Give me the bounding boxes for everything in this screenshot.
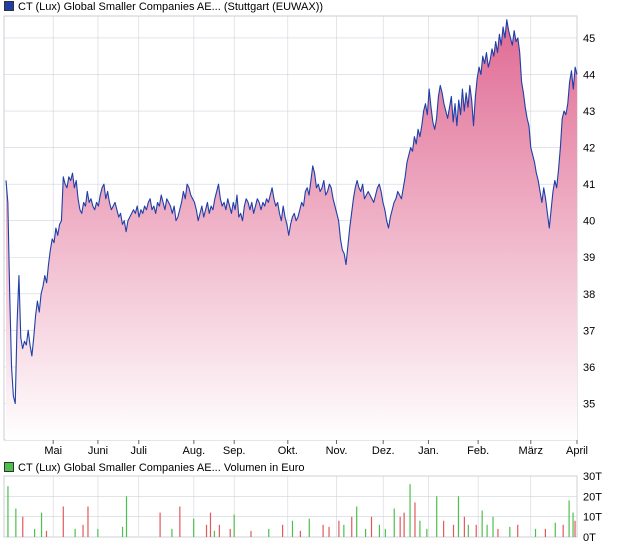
y-tick-label: 44: [583, 69, 595, 81]
price-area: [6, 19, 577, 440]
price-legend-label: CT (Lux) Global Smaller Companies AE... …: [18, 1, 324, 13]
x-tick-label: Okt.: [278, 445, 298, 457]
volume-tick-label: 20T: [583, 491, 602, 503]
price-line: [5, 19, 578, 404]
x-tick-label: Juli: [131, 445, 148, 457]
y-tick-label: 42: [583, 143, 595, 155]
volume-plot-area: [3, 475, 578, 538]
y-tick-label: 43: [583, 106, 595, 118]
x-tick-label: Juni: [88, 445, 108, 457]
x-tick-label: Nov.: [326, 445, 348, 457]
y-tick-label: 35: [583, 398, 595, 410]
volume-tick-label: 30T: [583, 471, 602, 483]
x-tick-label: März: [519, 445, 543, 457]
y-tick-label: 39: [583, 252, 595, 264]
y-tick-label: 41: [583, 179, 595, 191]
volume-legend-label: CT (Lux) Global Smaller Companies AE... …: [18, 462, 305, 474]
price-legend-swatch: [4, 1, 14, 11]
x-tick-label: Mai: [44, 445, 62, 457]
price-panel: 35 36 37 38 39 40 41 42 43 44 45 Mai Juni Juli Aug. Sep…: [3, 15, 595, 457]
y-tick-label: 37: [583, 325, 595, 337]
x-tick-label: Dez.: [372, 445, 395, 457]
x-tick-label: Aug.: [183, 445, 206, 457]
volume-legend: CT (Lux) Global Smaller Companies AE... …: [4, 462, 305, 475]
y-tick-label: 40: [583, 216, 595, 228]
x-tick-label: Jan.: [418, 445, 439, 457]
volume-tick-label: 10T: [583, 512, 602, 524]
y-tick-label: 45: [583, 33, 595, 45]
volume-legend-swatch: [4, 462, 14, 472]
volume-panel: 0T 10T 20T 30T: [3, 471, 602, 544]
x-tick-label: April: [566, 445, 588, 457]
y-tick-label: 38: [583, 289, 595, 301]
volume-tick-label: 0T: [583, 532, 596, 544]
price-legend: CT (Lux) Global Smaller Companies AE... …: [4, 1, 323, 14]
x-tick-label: Feb.: [467, 445, 489, 457]
y-tick-label: 36: [583, 362, 595, 374]
x-tick-label: Sep.: [223, 445, 246, 457]
